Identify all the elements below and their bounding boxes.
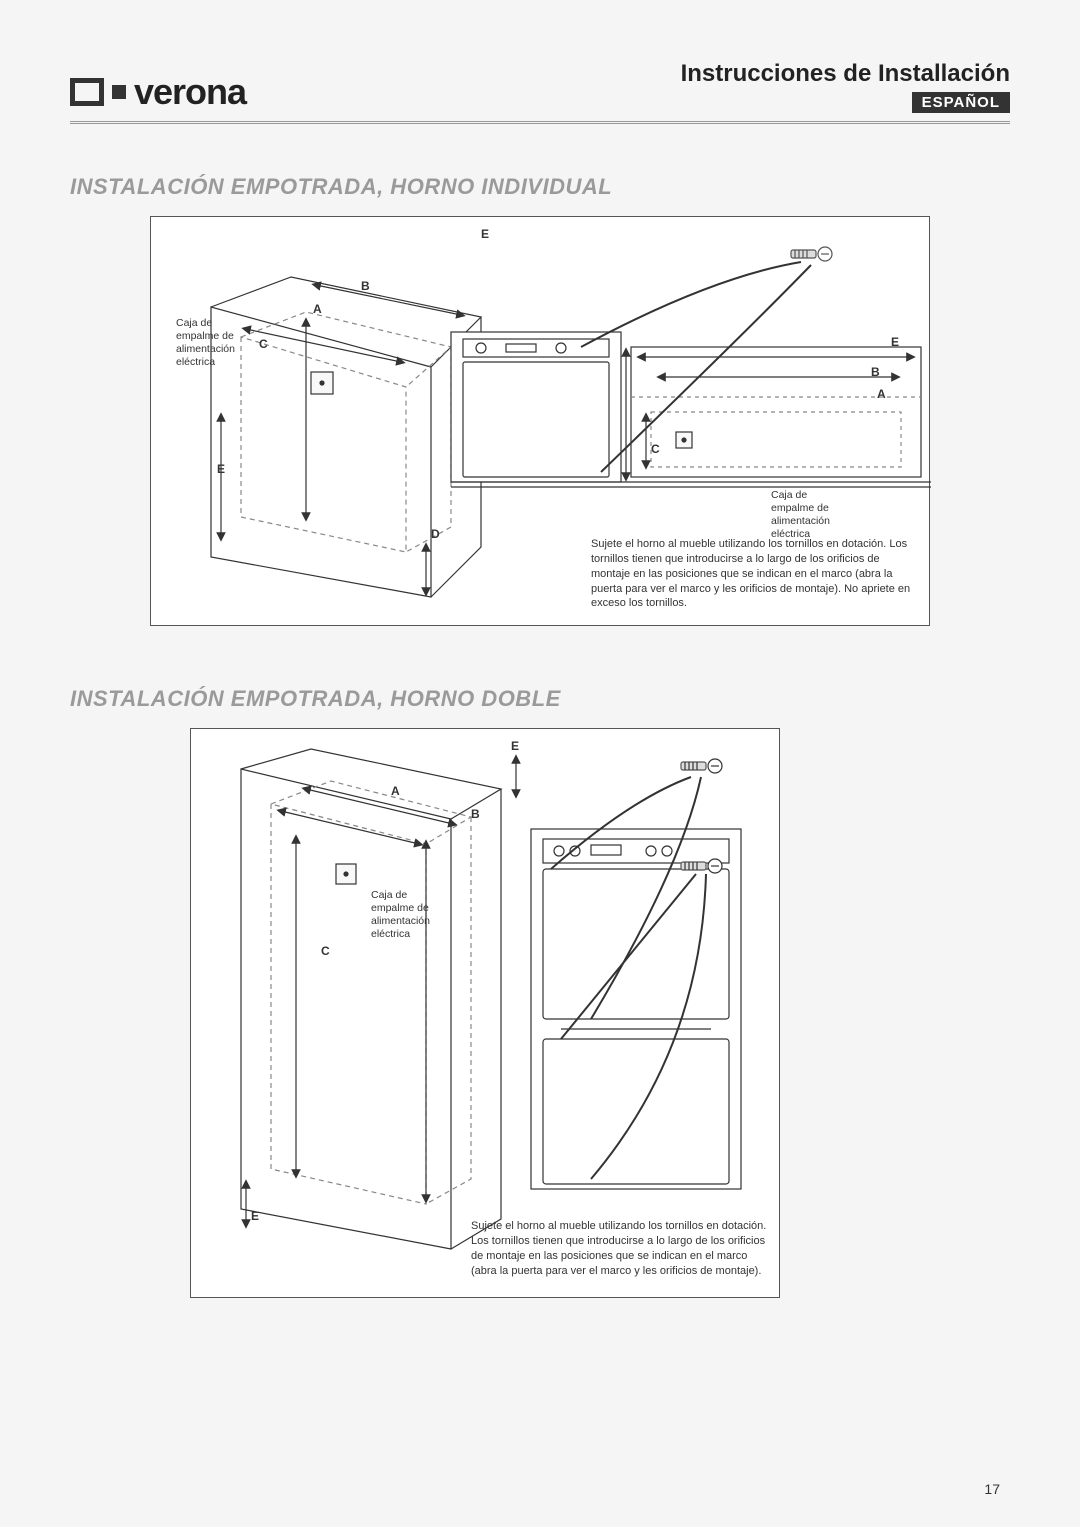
dim2-B: B	[471, 807, 480, 821]
section2-title: INSTALACIÓN EMPOTRADA, HORNO DOBLE	[70, 686, 1010, 712]
language-badge: ESPAÑOL	[912, 92, 1010, 113]
dim-C1: C	[259, 337, 268, 351]
double-oven-svg	[191, 729, 781, 1299]
note-2: Sujete el horno al mueble utilizando los…	[471, 1219, 771, 1278]
section1-title: INSTALACIÓN EMPOTRADA, HORNO INDIVIDUAL	[70, 174, 1010, 200]
junction-box-label-1a: Caja de empalme de alimentación eléctric…	[176, 317, 235, 370]
dim-B1r: B	[871, 365, 880, 379]
dim-E1b: E	[217, 462, 225, 476]
junction-box-label-2: Caja de empalme de alimentación eléctric…	[371, 889, 430, 942]
junction-box-label-1b: Caja de empalme de alimentación eléctric…	[771, 489, 830, 542]
dim-A1: A	[313, 302, 322, 316]
doc-title: Instrucciones de Installación	[681, 60, 1010, 88]
logo-rect-icon	[70, 78, 104, 106]
dim-B1: B	[361, 279, 370, 293]
dim2-E: E	[251, 1209, 259, 1223]
dim2-Etop: E	[511, 739, 519, 753]
dim-A1r: A	[877, 387, 886, 401]
brand-logo: verona	[70, 71, 246, 113]
header-right: Instrucciones de Installación ESPAÑOL	[681, 60, 1010, 113]
dim-E1r: E	[891, 335, 899, 349]
page-number: 17	[984, 1481, 1000, 1497]
diagram-single-oven: Caja de empalme de alimentación eléctric…	[150, 216, 930, 626]
note-1: Sujete el horno al mueble utilizando los…	[591, 537, 911, 611]
logo-text: verona	[134, 71, 246, 113]
diagram-double-oven: Caja de empalme de alimentación eléctric…	[190, 728, 780, 1298]
logo-square-icon	[112, 85, 126, 99]
page-header: verona Instrucciones de Installación ESP…	[70, 60, 1010, 124]
dim2-C: C	[321, 944, 330, 958]
dim2-A: A	[391, 784, 400, 798]
dim-E1: E	[481, 227, 489, 241]
dim-D1: D	[431, 527, 440, 541]
dim-C1r: C	[651, 442, 660, 456]
